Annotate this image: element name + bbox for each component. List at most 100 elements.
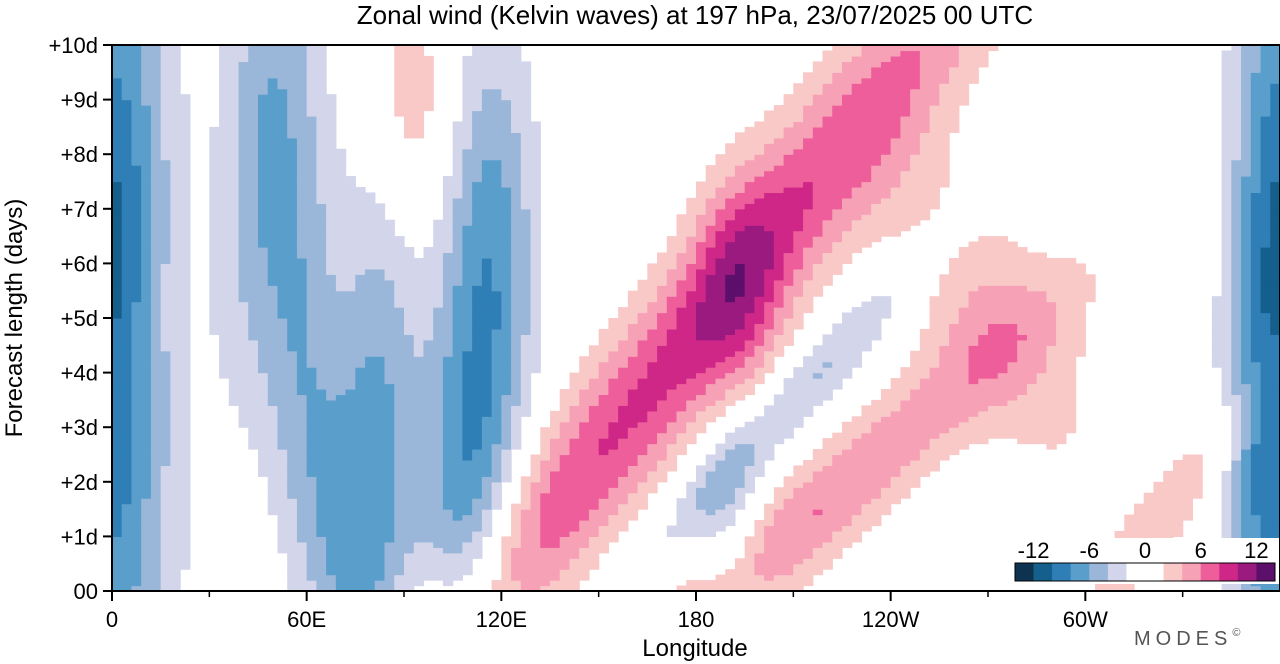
field-cell (219, 94, 230, 101)
field-cell (316, 296, 327, 303)
field-cell (520, 279, 532, 286)
field-cell (598, 350, 609, 357)
field-cell (569, 438, 580, 445)
field-cell (326, 203, 337, 210)
field-cell (209, 126, 220, 133)
field-cell (744, 148, 755, 155)
field-cell (248, 148, 259, 155)
field-cell (462, 449, 473, 456)
field-cell (511, 45, 522, 52)
field-cell (783, 388, 794, 396)
field-cell (131, 225, 142, 232)
field-cell (715, 318, 726, 325)
field-cell (267, 50, 279, 57)
field-cell (754, 132, 765, 139)
field-cell (267, 372, 279, 379)
field-cell (452, 307, 463, 314)
field-cell (258, 197, 269, 204)
field-cell (462, 339, 473, 346)
field-cell (559, 432, 571, 439)
field-cell (481, 334, 493, 341)
field-cell (462, 99, 473, 106)
field-cell (316, 509, 327, 516)
field-cell (793, 367, 804, 374)
field-cell (734, 274, 746, 281)
field-cell (112, 481, 123, 488)
field-cell (267, 143, 279, 150)
field-cell (764, 563, 775, 570)
field-cell (754, 536, 765, 543)
field-cell (248, 176, 259, 183)
field-cell (150, 290, 162, 297)
field-cell (725, 279, 736, 286)
field-cell (501, 83, 512, 90)
field-cell (228, 186, 240, 194)
field-cell (764, 159, 775, 166)
field-cell (511, 121, 522, 128)
field-cell (326, 241, 337, 248)
field-cell (511, 72, 522, 79)
field-cell (462, 520, 473, 527)
field-cell (413, 296, 425, 303)
field-cell (666, 443, 678, 450)
field-cell (481, 432, 493, 439)
field-cell (793, 132, 804, 139)
field-cell (491, 83, 502, 90)
field-cell (530, 230, 541, 237)
field-cell (423, 361, 434, 368)
field-cell (326, 154, 337, 161)
field-cell (170, 105, 181, 112)
field-cell (112, 378, 123, 385)
field-cell (481, 378, 493, 385)
field-cell (462, 558, 473, 565)
field-cell (170, 66, 181, 73)
field-cell (598, 394, 609, 401)
field-cell (160, 416, 171, 423)
field-cell (258, 55, 269, 62)
field-cell (569, 465, 580, 472)
field-cell (326, 186, 337, 194)
field-cell (520, 83, 532, 90)
field-cell (404, 66, 415, 73)
field-cell (219, 268, 230, 275)
field-cell (520, 154, 532, 161)
field-cell (442, 432, 454, 439)
field-cell (764, 263, 775, 270)
field-cell (238, 170, 249, 177)
field-cell (423, 61, 434, 68)
field-cell (394, 470, 405, 477)
field-cell (374, 394, 386, 401)
field-cell (296, 290, 308, 297)
field-cell (481, 339, 493, 346)
field-cell (462, 361, 473, 368)
field-cell (141, 236, 152, 243)
field-cell (160, 547, 171, 554)
field-cell (530, 318, 541, 325)
field-cell (579, 388, 590, 396)
field-cell (150, 55, 162, 62)
field-cell (296, 83, 308, 90)
field-cell (511, 318, 522, 325)
field-cell (384, 421, 395, 428)
field-cell (442, 197, 454, 204)
field-cell (511, 208, 522, 215)
field-cell (413, 323, 425, 330)
field-cell (228, 88, 240, 95)
field-cell (150, 110, 162, 117)
field-cell (511, 137, 522, 144)
field-cell (296, 115, 308, 123)
field-cell (481, 487, 493, 494)
field-cell (141, 427, 152, 434)
field-cell (773, 552, 785, 559)
field-cell (141, 148, 152, 155)
field-cell (783, 334, 794, 341)
field-cell (725, 503, 736, 510)
field-cell (764, 230, 775, 237)
field-cell (374, 334, 386, 341)
field-cell (365, 339, 376, 346)
field-cell (131, 569, 142, 576)
field-cell (258, 148, 269, 155)
field-cell (462, 88, 473, 95)
field-cell (413, 66, 425, 73)
field-cell (598, 356, 609, 363)
